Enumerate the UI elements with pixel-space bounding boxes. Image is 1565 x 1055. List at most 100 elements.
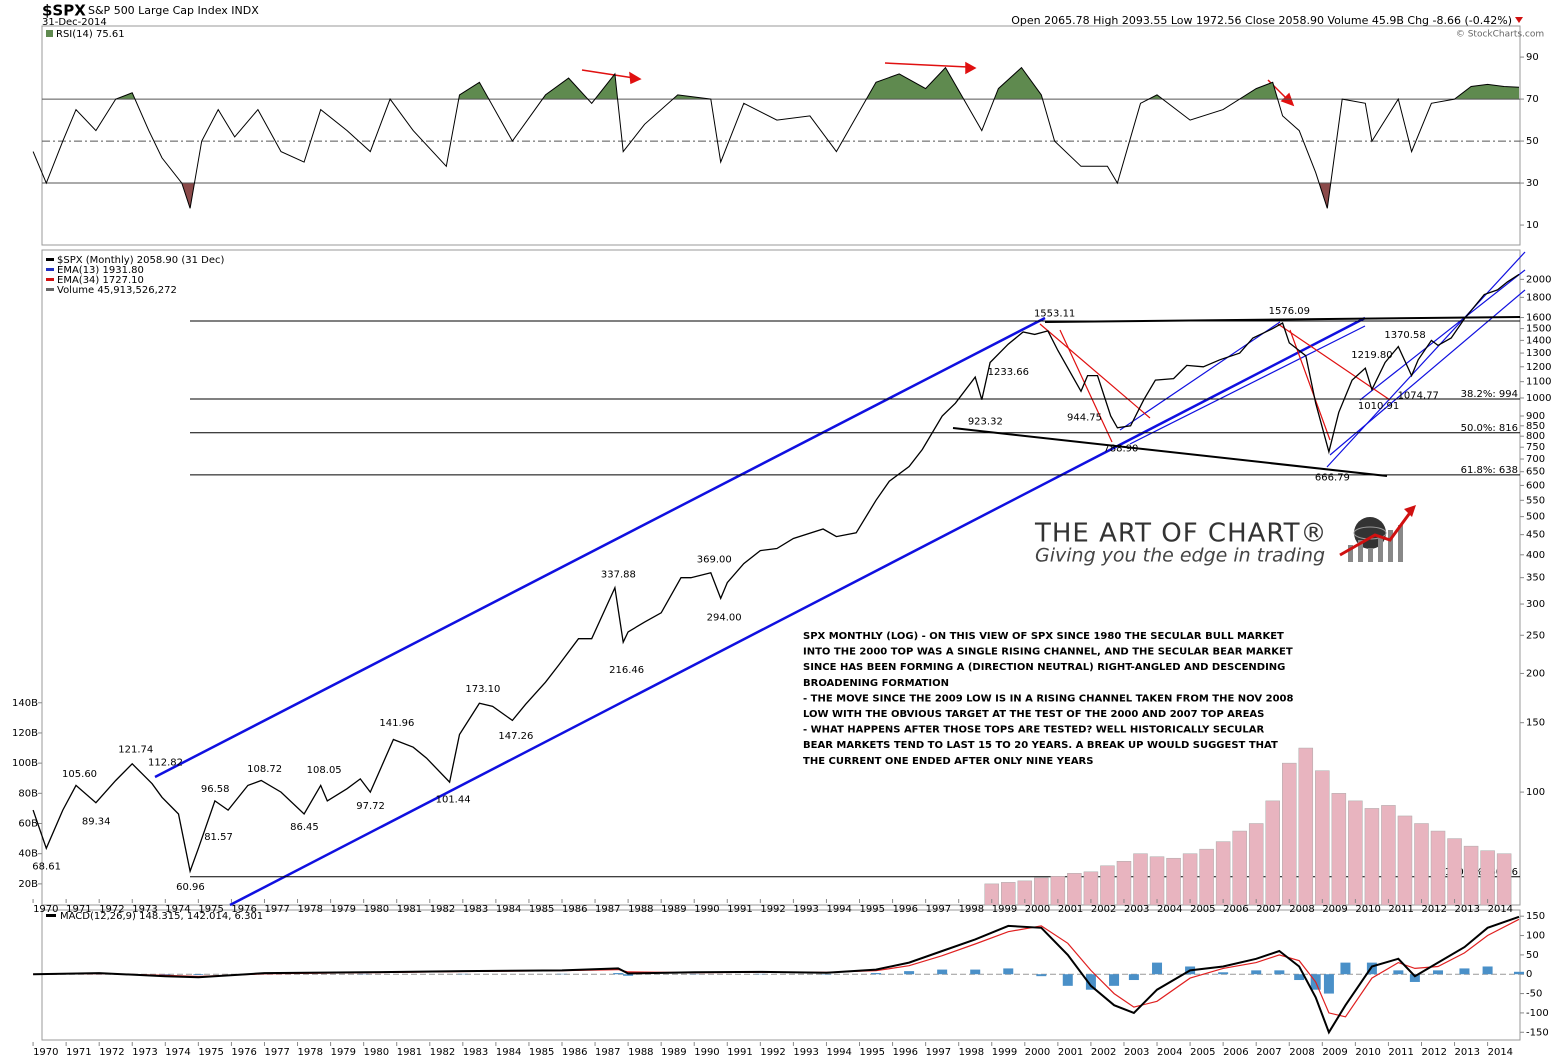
x-tick-label: 1987 xyxy=(595,1047,620,1055)
fib-label: 61.8%: 638 xyxy=(1461,465,1518,476)
histogram-bar xyxy=(1085,974,1096,990)
logo-title: THE ART OF CHART® xyxy=(1034,519,1327,549)
x-tick-label: 2002 xyxy=(1091,904,1116,915)
volume-bar xyxy=(1265,800,1280,906)
y-tick-label: 900 xyxy=(1526,411,1545,422)
y2-tick-label: 120B xyxy=(12,728,38,739)
x-tick-label: 1971 xyxy=(66,904,91,915)
x-tick-label: 2009 xyxy=(1322,904,1347,915)
histogram-bar xyxy=(1003,968,1014,975)
commentary-line: SPX MONTHLY (LOG) - ON THIS VIEW OF SPX … xyxy=(803,631,1284,642)
symbol: $SPX xyxy=(42,2,86,20)
volume-bar xyxy=(1166,857,1181,906)
x-tick-label: 1993 xyxy=(793,1047,818,1055)
x-tick-label: 1996 xyxy=(893,904,918,915)
y2-tick-label: 100B xyxy=(12,758,38,769)
volume-bar xyxy=(1298,747,1314,906)
y-tick-label: 2000 xyxy=(1526,274,1551,285)
price-label: 97.72 xyxy=(356,801,385,812)
price-label: 147.26 xyxy=(498,731,533,742)
watermark: © StockCharts.com xyxy=(1456,30,1544,40)
volume-bar xyxy=(1232,830,1247,906)
rsi-icon xyxy=(46,30,53,37)
histogram-bar xyxy=(1514,971,1525,975)
y-tick-label: -50 xyxy=(1526,989,1542,1000)
y-tick-label: 700 xyxy=(1526,454,1545,465)
macd-line xyxy=(33,915,1520,1035)
volume-bar xyxy=(1017,880,1033,906)
volume-bar xyxy=(1050,876,1066,906)
x-tick-label: 1990 xyxy=(694,904,719,915)
x-tick-label: 2010 xyxy=(1355,1047,1380,1055)
x-tick-label: 1985 xyxy=(529,904,554,915)
x-tick-label: 1972 xyxy=(99,904,124,915)
price-label: 101.44 xyxy=(436,795,471,806)
macd-panel xyxy=(41,909,1521,1041)
histogram-bar xyxy=(1294,974,1305,981)
x-tick-label: 1978 xyxy=(298,1047,323,1055)
x-tick-label: 1974 xyxy=(165,904,190,915)
commentary-line: - WHAT HAPPENS AFTER THOSE TOPS ARE TEST… xyxy=(803,725,1264,736)
commentary-line: BEAR MARKETS TEND TO LAST 15 TO 20 YEARS… xyxy=(803,740,1278,751)
x-tick-label: 1998 xyxy=(959,904,984,915)
price-label: 369.00 xyxy=(697,555,732,566)
price-label: 68.61 xyxy=(32,862,61,873)
quote: Open 2065.78 High 2093.55 Low 1972.56 Cl… xyxy=(1011,14,1512,27)
x-tick-label: 1979 xyxy=(331,904,356,915)
x-tick-label: 1999 xyxy=(992,904,1017,915)
price-label: 96.58 xyxy=(201,784,230,795)
price-label: 89.34 xyxy=(82,816,111,827)
y-tick-label: 250 xyxy=(1526,630,1545,641)
price-label: 173.10 xyxy=(465,684,500,695)
histogram-bar xyxy=(937,969,948,975)
y-tick-label: -150 xyxy=(1526,1027,1549,1038)
x-tick-label: 1972 xyxy=(99,1047,124,1055)
histogram-bar xyxy=(1152,962,1163,975)
price-label: 923.32 xyxy=(968,417,1003,428)
volume-bar xyxy=(1149,856,1165,906)
y2-tick-label: 60B xyxy=(18,819,38,830)
price-label: 105.60 xyxy=(62,769,97,780)
x-tick-label: 2003 xyxy=(1124,1047,1149,1055)
commentary-line: INTO THE 2000 TOP WAS A SINGLE RISING CH… xyxy=(803,647,1293,658)
y-tick-label: 800 xyxy=(1526,431,1545,442)
volume-bar xyxy=(1215,841,1231,906)
y-tick-label: 10 xyxy=(1526,220,1539,231)
histogram-bar xyxy=(193,974,204,975)
histogram-bar xyxy=(1218,972,1229,975)
y-tick-label: 50 xyxy=(1526,950,1539,961)
x-tick-label: 1982 xyxy=(430,1047,455,1055)
histogram-bar xyxy=(1274,970,1285,975)
y-tick-label: 100 xyxy=(1526,931,1545,942)
volume-bar xyxy=(1480,850,1495,906)
fib-label: 38.2%: 994 xyxy=(1461,389,1518,400)
x-tick-label: 2005 xyxy=(1190,904,1215,915)
x-tick-label: 1980 xyxy=(364,904,389,915)
x-tick-label: 1996 xyxy=(893,1047,918,1055)
x-tick-label: 1974 xyxy=(165,1047,190,1055)
y-tick-label: 550 xyxy=(1526,495,1545,506)
x-tick-label: 1970 xyxy=(33,1047,58,1055)
y-tick-label: 1800 xyxy=(1526,292,1551,303)
y-tick-label: 1200 xyxy=(1526,362,1551,373)
x-tick-label: 1997 xyxy=(926,904,951,915)
x-tick-label: 2009 xyxy=(1322,1047,1347,1055)
volume-bar xyxy=(1447,838,1462,906)
x-tick-label: 1979 xyxy=(331,1047,356,1055)
x-tick-label: 1977 xyxy=(264,904,289,915)
legend-swatch xyxy=(46,268,54,271)
price-label: 81.57 xyxy=(204,832,233,843)
y2-tick-label: 80B xyxy=(18,788,38,799)
histogram-bar xyxy=(1251,970,1262,975)
y-tick-label: 1600 xyxy=(1526,313,1551,324)
histogram-bar xyxy=(904,971,915,975)
price-label: 1074.77 xyxy=(1398,391,1439,402)
y-tick-label: 200 xyxy=(1526,668,1545,679)
volume-bar xyxy=(1496,853,1512,906)
volume-bar xyxy=(1034,877,1049,906)
x-tick-label: 1978 xyxy=(298,904,323,915)
date: 31-Dec-2014 xyxy=(42,17,107,28)
x-tick-label: 1984 xyxy=(496,904,521,915)
volume-bar xyxy=(1282,762,1297,906)
volume-bar xyxy=(1397,815,1413,906)
